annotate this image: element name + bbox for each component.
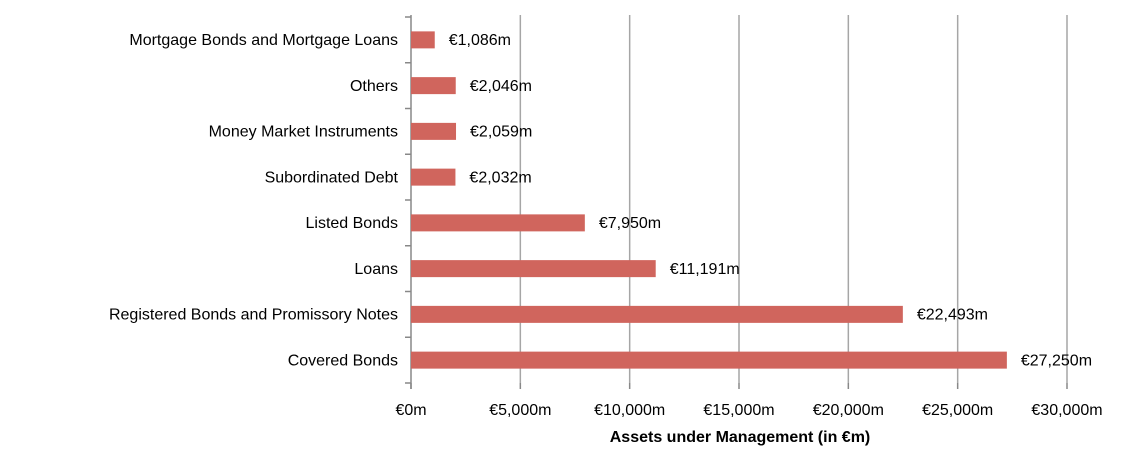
y-tick-label: Others — [350, 78, 398, 95]
data-label: €22,493m — [917, 307, 988, 324]
y-tick-label: Money Market Instruments — [209, 124, 398, 141]
y-tick-label: Registered Bonds and Promissory Notes — [109, 307, 398, 324]
x-tick-label: €5,000m — [489, 402, 551, 419]
x-tick-label: €10,000m — [594, 402, 665, 419]
bar — [411, 31, 435, 49]
y-tick-label: Mortgage Bonds and Mortgage Loans — [129, 32, 398, 49]
y-tick-label: Loans — [354, 261, 398, 278]
x-tick-label: €15,000m — [703, 402, 774, 419]
bar — [411, 122, 457, 140]
data-label: €2,032m — [469, 169, 531, 186]
bar — [411, 260, 656, 278]
x-axis-title: Assets under Management (in €m) — [610, 429, 871, 446]
data-label: €7,950m — [599, 215, 661, 232]
bar — [411, 77, 456, 95]
x-tick-label: €25,000m — [922, 402, 993, 419]
data-label: €1,086m — [449, 32, 511, 49]
bar — [411, 214, 585, 232]
bar — [411, 168, 456, 186]
bar — [411, 305, 903, 323]
bar — [411, 351, 1007, 369]
x-tick-label: €20,000m — [813, 402, 884, 419]
y-tick-label: Listed Bonds — [305, 215, 398, 232]
x-tick-label: €0m — [395, 402, 426, 419]
y-tick-label: Covered Bonds — [288, 352, 398, 369]
data-label: €2,046m — [470, 78, 532, 95]
data-label: €27,250m — [1021, 352, 1092, 369]
y-tick-label: Subordinated Debt — [265, 169, 399, 186]
data-label: €2,059m — [470, 124, 532, 141]
x-tick-label: €30,000m — [1031, 402, 1102, 419]
data-label: €11,191m — [670, 261, 740, 278]
